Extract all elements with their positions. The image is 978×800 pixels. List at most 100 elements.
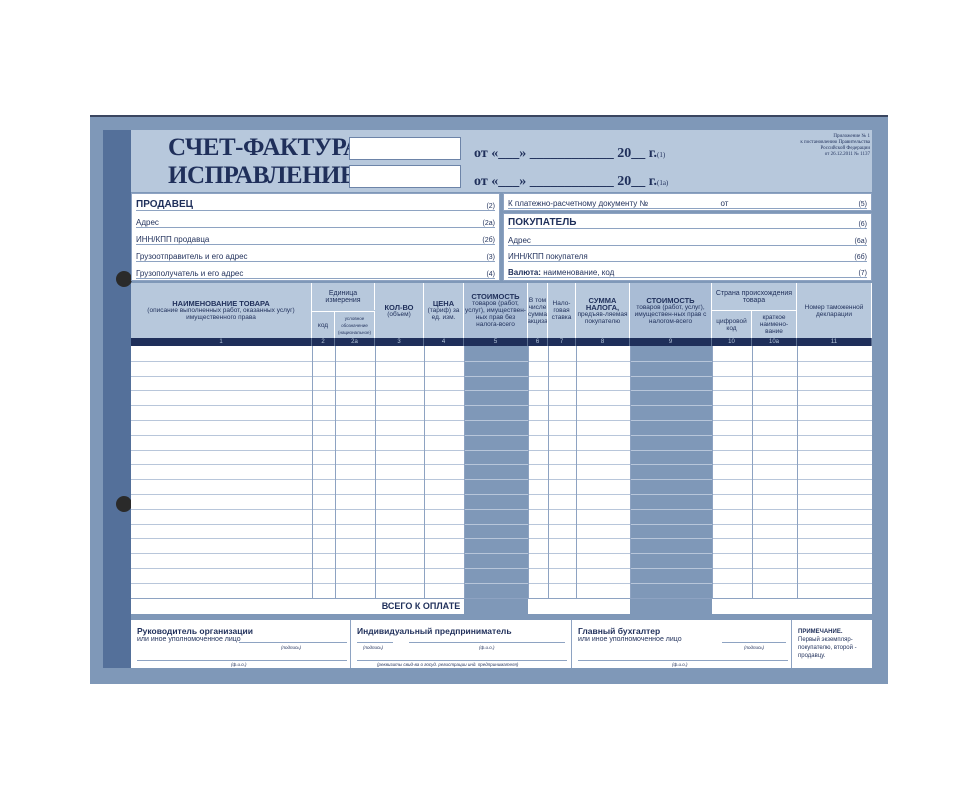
seller-field[interactable]: ПРОДАВЕЦ (2) xyxy=(136,199,495,211)
seller-inn-field[interactable]: ИНН/КПП продавца (2б) xyxy=(136,232,495,245)
consignee-field[interactable]: Грузополучатель и его адрес (4) xyxy=(136,266,495,279)
column-desc: цифровой код xyxy=(716,317,747,332)
note-block: ПРИМЕЧАНИЕ. Первый экземпляр-покупателю,… xyxy=(792,620,872,668)
column-header: краткое наимено-вание xyxy=(752,310,797,338)
column-desc: Нало-говая ставка xyxy=(551,300,572,321)
shaded-column xyxy=(464,346,528,598)
column-line xyxy=(712,346,713,598)
column-title: НАИМЕНОВАНИЕ ТОВАРА xyxy=(172,299,270,308)
row-line xyxy=(131,582,872,584)
note-title: ПРИМЕЧАНИЕ. xyxy=(798,629,843,635)
column-line xyxy=(630,346,631,598)
head-label: Руководитель организации xyxy=(137,626,253,636)
table-header: НАИМЕНОВАНИЕ ТОВАРА (описание выполненных… xyxy=(131,283,872,338)
column-title: КОЛ-ВО xyxy=(384,302,414,312)
row-line xyxy=(131,508,872,510)
invoice-number-field[interactable] xyxy=(349,137,461,160)
fio-caption: (ф.и.о.) xyxy=(479,645,495,650)
column-line xyxy=(576,346,577,598)
column-desc: (описание выполненных работ, оказанных у… xyxy=(147,307,295,321)
row-line xyxy=(131,479,872,481)
shaded-column xyxy=(630,346,712,598)
buyer-inn-field[interactable]: ИНН/КПП покупателя (6б) xyxy=(508,249,867,262)
column-desc: товаров (работ, услуг), имуществен-ных п… xyxy=(634,303,707,325)
column-line xyxy=(548,346,549,598)
total-cost-cell[interactable] xyxy=(464,599,528,614)
correction-date-line[interactable]: от «___» ____________ 20__ г.(1а) xyxy=(474,174,669,189)
column-desc: В том числе сумма акциза xyxy=(528,296,548,325)
column-number: 6 xyxy=(528,338,548,346)
total-row: ВСЕГО К ОПЛАТЕ xyxy=(131,598,872,614)
column-header: Номер таможенной декларации xyxy=(797,283,872,338)
binding-strip xyxy=(103,130,131,668)
column-line xyxy=(752,346,753,598)
column-header: цифровой код xyxy=(712,310,752,338)
head-signature[interactable]: Руководитель организации или иное уполно… xyxy=(131,620,351,668)
column-line xyxy=(797,346,798,598)
shipper-field[interactable]: Грузоотправитель и его адрес (3) xyxy=(136,249,495,262)
column-header: КОЛ-ВО (объем) xyxy=(375,283,424,338)
seller-block: ПРОДАВЕЦ (2) Адрес (2а) ИНН/КПП продавца (2… xyxy=(131,193,500,281)
table-body[interactable] xyxy=(131,346,872,598)
seller-address-field[interactable]: Адрес (2а) xyxy=(136,215,495,228)
column-number: 2 xyxy=(312,338,335,346)
form-header xyxy=(131,130,872,192)
column-desc: (объем) xyxy=(387,310,411,318)
note-text: Первый экземпляр-покупателю, второй - пр… xyxy=(798,637,857,659)
column-number: 10 xyxy=(712,338,752,346)
column-number: 4 xyxy=(424,338,464,346)
buyer-address-field[interactable]: Адрес (6а) xyxy=(508,233,867,246)
correction-number-field[interactable] xyxy=(349,165,461,188)
accountant-label: Главный бухгалтер xyxy=(578,626,661,636)
row-line xyxy=(131,553,872,555)
accountant-signature[interactable]: Главный бухгалтер или иное уполномоченно… xyxy=(572,620,792,668)
column-group-header: Единица измерения xyxy=(312,283,375,310)
signatures-block: Руководитель организации или иное уполно… xyxy=(131,620,872,668)
column-desc: Номер таможенной декларации xyxy=(804,303,864,318)
column-number: 1 xyxy=(131,338,312,346)
row-line xyxy=(131,434,872,436)
column-number: 3 xyxy=(375,338,424,346)
column-line xyxy=(312,346,313,598)
punch-hole xyxy=(116,271,132,287)
column-line xyxy=(424,346,425,598)
buyer-block: ПОКУПАТЕЛЬ (6) Адрес (6а) ИНН/КПП покупате… xyxy=(503,213,872,281)
column-header: СТОИМОСТЬ товаров (работ, услуг), имущест… xyxy=(464,283,528,338)
entrepreneur-signature[interactable]: Индивидуальный предприниматель (подпись)… xyxy=(351,620,572,668)
column-header: В том числе сумма акциза xyxy=(528,283,548,338)
head-sub-label: или иное уполномоченное лицо xyxy=(137,636,241,643)
row-line xyxy=(131,375,872,377)
invoice-date-line[interactable]: от «___» ____________ 20__ г.(1) xyxy=(474,146,666,161)
column-desc: код xyxy=(317,321,329,329)
row-line xyxy=(131,523,872,525)
column-title: СУММА НАЛОГА, xyxy=(585,295,620,312)
column-number: 7 xyxy=(548,338,576,346)
column-number: 2а xyxy=(335,338,375,346)
column-number-row: 1 2 2а 3 4 5 6 7 8 9 10 10а 11 xyxy=(131,338,872,346)
column-title: СТОИМОСТЬ xyxy=(646,295,695,305)
column-number: 5 xyxy=(464,338,528,346)
row-line xyxy=(131,390,872,392)
payment-doc-field[interactable]: К платежно-расчетному документу № от (5) xyxy=(508,196,867,209)
total-with-tax-cell[interactable] xyxy=(630,599,712,614)
column-number: 9 xyxy=(630,338,712,346)
column-desc: условное обозначение (национальное) xyxy=(337,315,372,335)
row-line xyxy=(131,464,872,466)
column-line xyxy=(464,346,465,598)
appendix-note: Приложение № 1 к постановлению Правитель… xyxy=(770,134,870,158)
column-number: 10а xyxy=(752,338,797,346)
fio-caption: (ф.и.о.) xyxy=(231,662,247,667)
appendix-line: Приложение № 1 xyxy=(833,134,870,139)
buyer-field[interactable]: ПОКУПАТЕЛЬ (6) xyxy=(508,217,867,229)
entrepreneur-label: Индивидуальный предприниматель xyxy=(357,626,512,636)
column-header: СУММА НАЛОГА, предъяв-ляемая покупателю xyxy=(576,283,630,338)
total-label: ВСЕГО К ОПЛАТЕ xyxy=(381,601,461,611)
column-header: СТОИМОСТЬ товаров (работ, услуг), имущест… xyxy=(630,283,712,338)
appendix-line: Российской Федерации xyxy=(820,146,870,151)
column-desc: предъяв-ляемая покупателю xyxy=(577,310,628,325)
column-title: СТОИМОСТЬ xyxy=(471,292,520,301)
currency-field[interactable]: Валюта: наименование, код (7) xyxy=(508,265,867,278)
column-header: Нало-говая ставка xyxy=(548,283,576,338)
signature-caption: (подпись) xyxy=(363,645,384,650)
requisites-caption: (реквизиты свид-ва о госуд. регистрации … xyxy=(377,662,519,667)
